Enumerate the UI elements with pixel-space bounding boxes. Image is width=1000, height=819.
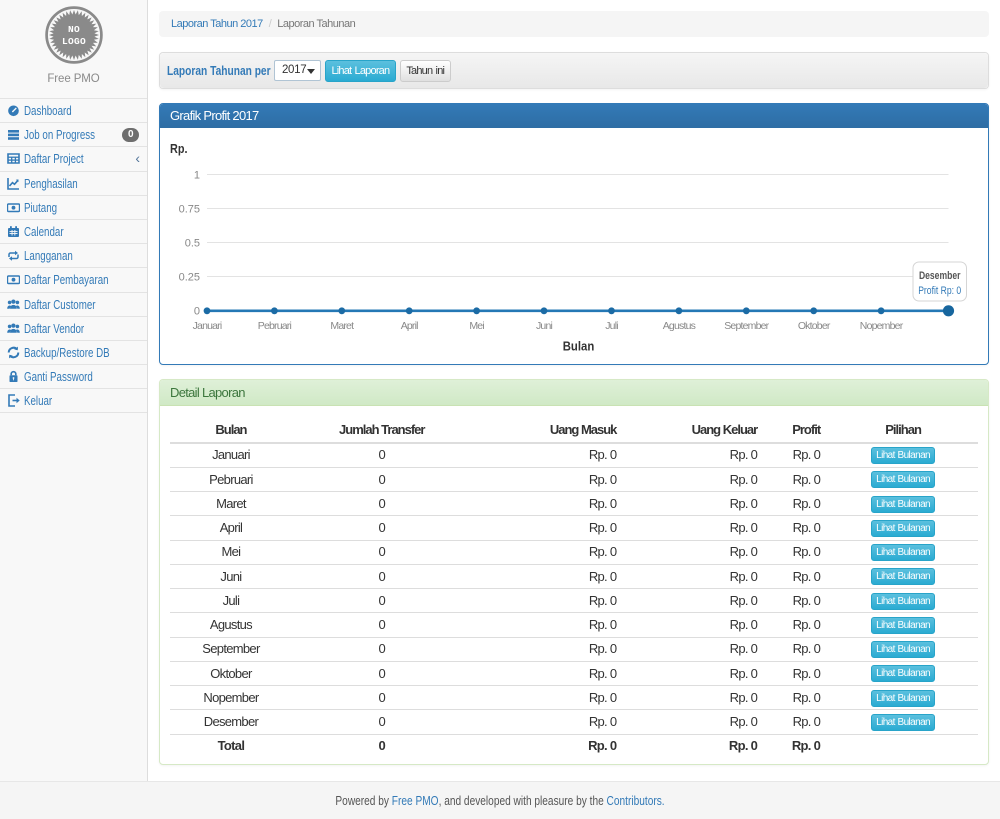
svg-text:Desember: Desember: [919, 270, 961, 282]
svg-text:Profit Rp: 0: Profit Rp: 0: [918, 285, 961, 297]
svg-text:Bulan: Bulan: [563, 339, 595, 354]
svg-text:Mei: Mei: [469, 320, 484, 332]
svg-text:Nopember: Nopember: [860, 320, 904, 332]
svg-text:0: 0: [194, 306, 200, 318]
svg-text:LOGO: LOGO: [61, 36, 85, 47]
svg-text:Oktober: Oktober: [798, 320, 831, 332]
svg-text:1: 1: [194, 170, 200, 182]
svg-text:Pebruari: Pebruari: [258, 320, 292, 332]
svg-text:0.25: 0.25: [179, 272, 200, 284]
svg-text:Rp.: Rp.: [170, 141, 188, 156]
svg-text:April: April: [401, 320, 418, 332]
svg-text:September: September: [724, 320, 769, 332]
svg-text:Agustus: Agustus: [663, 320, 696, 332]
svg-text:NO: NO: [67, 24, 79, 35]
svg-text:0.5: 0.5: [185, 238, 200, 250]
svg-text:Juli: Juli: [605, 320, 618, 332]
svg-text:Juni: Juni: [536, 320, 553, 332]
svg-text:0.75: 0.75: [179, 204, 200, 216]
svg-text:Maret: Maret: [330, 320, 354, 332]
svg-text:Januari: Januari: [193, 320, 222, 332]
